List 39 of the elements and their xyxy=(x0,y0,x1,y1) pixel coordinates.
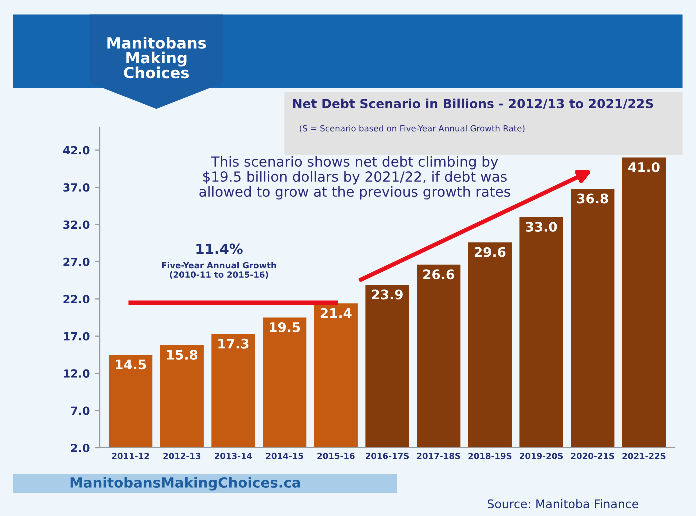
y-tick-label: 12.0 xyxy=(64,370,90,378)
text: Manitobans Making Choices xyxy=(108,37,206,79)
data-label: 36.8 xyxy=(577,194,608,204)
text: ManitobansMakingChoices.ca xyxy=(70,477,300,491)
data-label: 26.6 xyxy=(424,270,454,280)
annotation: This scenario shows net debt climbing by $19.5 billion dollars by 2021/22, if debt was allowed to grow at the previous growth rates xyxy=(200,156,510,200)
data-label: 23.9 xyxy=(372,290,403,300)
x-tick-label: 2012-13 xyxy=(164,453,201,460)
data-label: 15.8 xyxy=(167,350,198,360)
y-tick-label: 2.0 xyxy=(71,444,90,452)
y-tick-label: 42.0 xyxy=(63,146,90,155)
y-tick-label: 7.0 xyxy=(71,406,90,416)
data-label: 29.6 xyxy=(474,247,506,258)
x-tick-label: 2013-14 xyxy=(215,453,252,460)
data-label: 17.3 xyxy=(218,338,249,349)
y-tick-label: 22.0 xyxy=(64,295,90,304)
chart-subtitle: (S = Scenario based on Five-Year Annual Growth Rate) xyxy=(300,125,525,133)
x-tick-label: 2017-18S xyxy=(417,453,460,460)
annotation: 11.4% xyxy=(196,244,243,254)
x-tick-label: 2018-19S xyxy=(468,453,512,460)
annotation: Five-Year Annual Growth (2010-11 to 2015-16) xyxy=(162,262,276,279)
x-tick-label: 2019-20S xyxy=(520,453,564,460)
y-tick-label: 32.0 xyxy=(64,220,90,230)
x-tick-label: 2021-22S xyxy=(622,453,666,460)
y-tick-label: 27.0 xyxy=(64,258,90,266)
x-tick-label: 2014-15 xyxy=(266,453,304,460)
x-tick-label: 2011-12 xyxy=(112,453,150,460)
y-tick-label: 37.0 xyxy=(64,184,90,192)
y-tick-label: 17.0 xyxy=(64,332,90,341)
source-note: Source: Manitoba Finance xyxy=(488,499,639,509)
data-label: 19.5 xyxy=(270,322,300,332)
x-tick-label: 2016-17S xyxy=(366,453,410,460)
data-label: 33.0 xyxy=(526,222,558,232)
data-label: 41.0 xyxy=(628,162,660,172)
x-tick-label: 2015-16 xyxy=(318,453,355,460)
data-label: 21.4 xyxy=(320,308,352,318)
x-tick-label: 2020-21S xyxy=(571,453,614,460)
chart-title: Net Debt Scenario in Billions - 2012/13 to 2021/22S xyxy=(293,98,654,110)
data-label: 14.5 xyxy=(116,360,146,370)
